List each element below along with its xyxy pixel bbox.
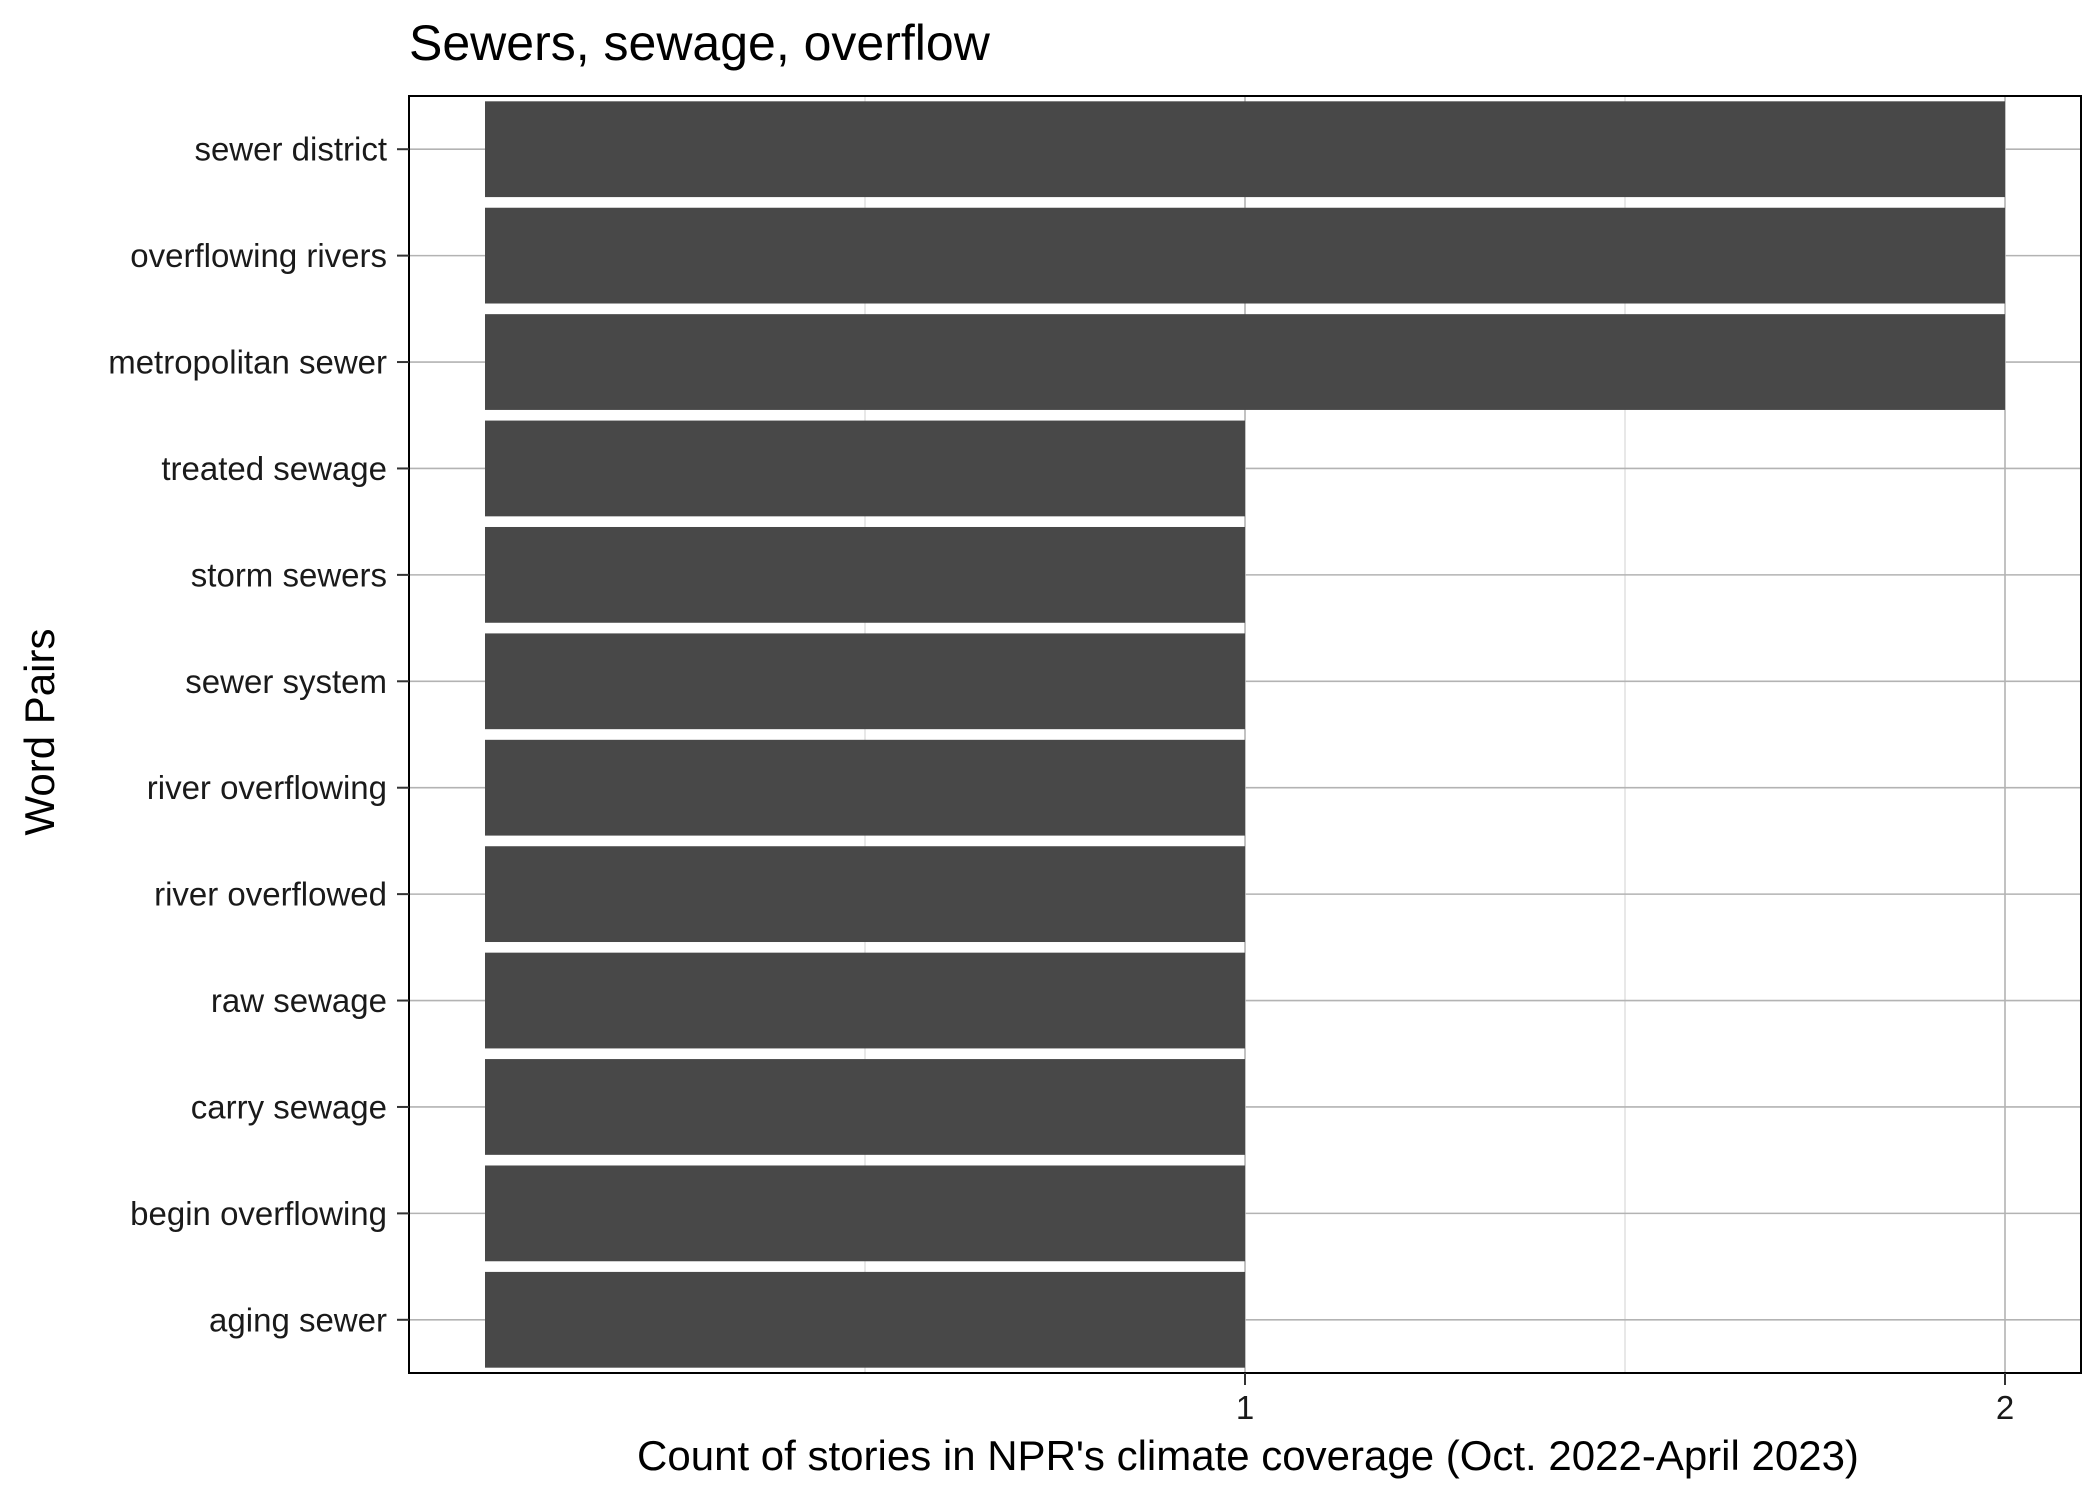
bar [485,633,1245,730]
y-tick-label: raw sewage [211,982,387,1019]
y-tick-label: aging sewer [209,1301,387,1338]
y-tick-label: overflowing rivers [130,237,387,274]
y-tick-label: river overflowing [147,769,387,806]
bar [485,1059,1245,1155]
bar [485,207,2005,304]
x-tick-label: 1 [1236,1389,1254,1426]
y-tick-label: sewer district [194,131,387,168]
y-tick-label: begin overflowing [130,1195,387,1232]
y-tick-label: metropolitan sewer [108,344,387,381]
bar [485,1165,1245,1262]
y-tick-label: sewer system [185,663,387,700]
bar [485,420,1245,517]
bar [485,101,2005,198]
x-tick-label: 2 [1996,1389,2014,1426]
bar [485,952,1245,1049]
bar [485,846,1245,943]
y-axis-title: Word Pairs [16,629,63,836]
x-axis-title: Count of stories in NPR's climate covera… [637,1432,1859,1479]
bars-layer [485,101,2005,1368]
y-tick-label: treated sewage [161,450,387,487]
y-tick-label: storm sewers [191,556,387,593]
chart-title: Sewers, sewage, overflow [409,15,991,71]
bar [485,739,1245,836]
bar [485,314,2005,410]
y-tick-label: river overflowed [154,876,387,913]
y-tick-label: carry sewage [191,1088,387,1125]
y-axis: sewer district overflowing rivers metropol… [108,131,409,1338]
bar [485,1271,1245,1368]
bar [485,526,1245,623]
